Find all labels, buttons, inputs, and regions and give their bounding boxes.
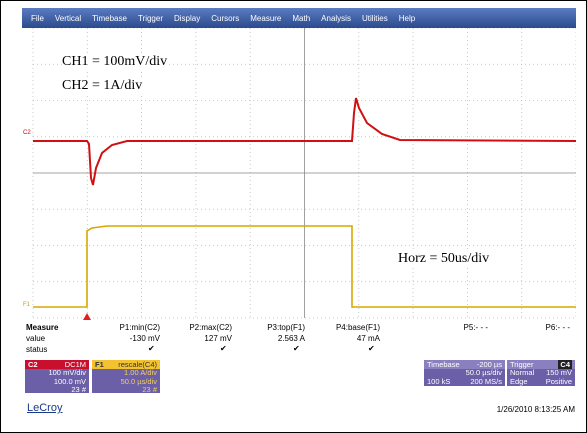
line: 100 mV/div — [48, 368, 86, 377]
menu-item[interactable]: Vertical — [54, 13, 82, 23]
measure-header: P2:max(C2) — [189, 323, 232, 332]
measure-value: 127 mV — [204, 334, 232, 343]
per-div: 50.0 µs/div — [465, 368, 502, 377]
f1-marker: F1 — [23, 302, 31, 308]
line: 100.0 mV — [53, 376, 86, 386]
menu-item[interactable]: Trigger — [137, 13, 163, 23]
status-check: ✔ — [368, 344, 375, 353]
type: Edge — [510, 376, 528, 386]
trace-f1 — [33, 225, 576, 308]
mode: Normal — [510, 368, 535, 377]
waveform-area — [32, 28, 576, 320]
level: 150 mV — [546, 368, 572, 377]
row-label: status — [26, 345, 48, 354]
status-check: ✔ — [293, 344, 300, 353]
measure-header: P1:min(C2) — [119, 323, 160, 332]
trace-c2 — [33, 97, 576, 186]
line: 1.00 A/div — [124, 368, 157, 377]
timestamp: 1/26/2010 8:13:25 AM — [496, 405, 575, 414]
menu-item[interactable]: Math — [292, 13, 311, 23]
label: F1 — [95, 360, 104, 369]
line: 23 # — [142, 385, 157, 394]
line: 23 # — [71, 385, 86, 394]
trigger-marker — [83, 313, 91, 320]
timebase-box[interactable]: Timebase -200 µs 50.0 µs/div 100 kS 200 MS… — [424, 360, 505, 386]
annotation: CH2 = 1A/div — [62, 78, 143, 94]
rate: 200 MS/s — [470, 376, 502, 386]
channel-c2[interactable]: C2 DC1M 100 mV/div 100.0 mV 23 # — [25, 360, 89, 394]
label: Trigger — [510, 360, 534, 369]
title: rescale(C4) — [118, 360, 157, 369]
menu-item[interactable]: Display — [174, 13, 201, 23]
status-check: ✔ — [148, 344, 155, 353]
menu-item[interactable]: Help — [398, 13, 416, 23]
logo: LeCroy — [27, 402, 63, 414]
annotation: CH1 = 100mV/div — [62, 54, 168, 70]
trigger-box[interactable]: Trigger C4 Normal 150 mV Edge Positive — [507, 360, 575, 386]
row-label: value — [26, 334, 46, 343]
menu-item[interactable]: Utilities — [361, 13, 388, 23]
channel-f1[interactable]: F1 rescale(C4) 1.00 A/div 50.0 µs/div 23 … — [92, 360, 160, 394]
menu-bar: File Vertical Timebase Trigger Display Cursor… — [22, 8, 576, 28]
menu-item[interactable]: Timebase — [92, 13, 127, 23]
measure-value: -130 mV — [129, 334, 160, 343]
label: C2 — [28, 360, 38, 369]
measure-header: Measure — [26, 323, 59, 332]
menu-item[interactable]: File — [31, 13, 44, 23]
annotation: Horz = 50us/div — [398, 251, 490, 267]
samples: 100 kS — [427, 376, 451, 386]
measure-header: P3:top(F1) — [267, 323, 305, 332]
slope: Positive — [545, 376, 572, 386]
measure-value: 2.563 A — [277, 334, 305, 343]
c2-marker: C2 — [23, 130, 31, 136]
title: DC1M — [64, 360, 86, 369]
menu-item[interactable]: Cursors — [211, 13, 240, 23]
line: 50.0 µs/div — [120, 376, 157, 386]
source: C4 — [558, 360, 572, 369]
delay: -200 µs — [476, 360, 502, 369]
measure-value: 47 mA — [356, 334, 380, 343]
status-check: ✔ — [220, 344, 227, 353]
measure-header: P5:- - - — [463, 323, 488, 332]
measure-header: P6:- - - — [545, 323, 570, 332]
label: Timebase — [427, 360, 460, 369]
measure-header: P4:base(F1) — [335, 323, 380, 332]
menu-item[interactable]: Analysis — [321, 13, 351, 23]
menu-item[interactable]: Measure — [250, 13, 282, 23]
